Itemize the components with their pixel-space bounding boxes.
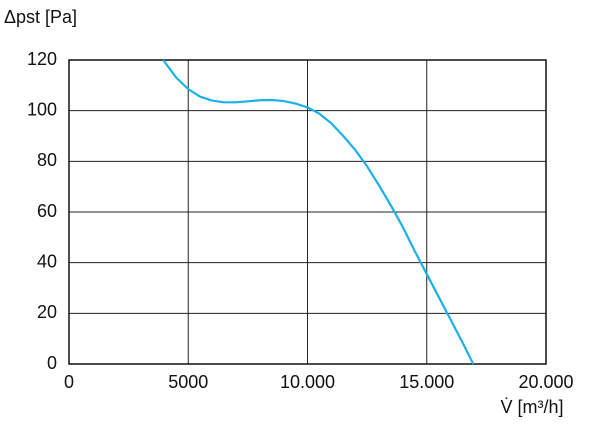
plot-frame bbox=[68, 59, 547, 365]
x-tick-label: 10.000 bbox=[280, 372, 335, 392]
y-tick-label: 100 bbox=[27, 99, 57, 119]
x-axis-label: V̇ [m³/h] bbox=[500, 397, 563, 417]
x-tick-label: 15.000 bbox=[399, 372, 454, 392]
y-tick-label: 20 bbox=[37, 302, 57, 322]
y-tick-label: 80 bbox=[37, 150, 57, 170]
y-tick-label: 0 bbox=[47, 353, 57, 373]
y-tick-label: 120 bbox=[27, 49, 57, 69]
y-tick-label: 40 bbox=[37, 251, 57, 271]
x-tick-label: 0 bbox=[64, 372, 74, 392]
x-tick-label: 20.000 bbox=[518, 372, 573, 392]
y-axis-label: Δpst [Pa] bbox=[4, 7, 77, 27]
curve bbox=[162, 59, 475, 365]
y-tick-label: 60 bbox=[37, 201, 57, 221]
x-tick-label: 5000 bbox=[168, 372, 208, 392]
